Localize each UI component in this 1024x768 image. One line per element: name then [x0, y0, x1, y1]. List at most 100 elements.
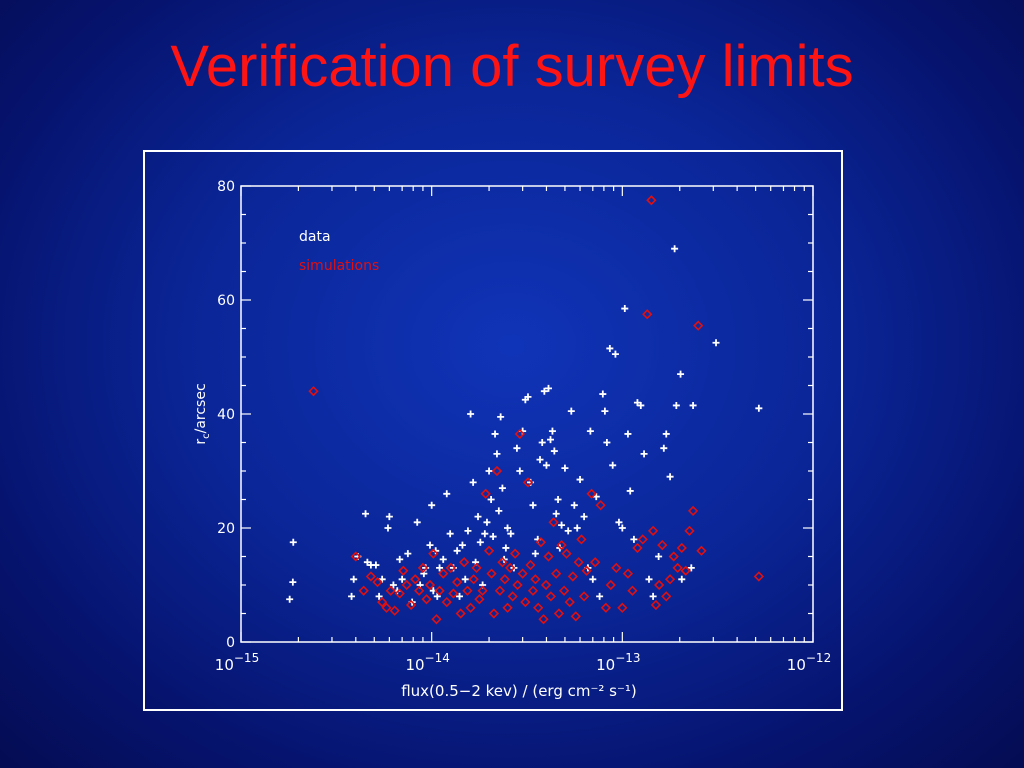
data-point	[504, 524, 512, 532]
simulation-point	[564, 596, 575, 608]
simulation-point	[451, 577, 463, 588]
simulation-point	[477, 585, 488, 596]
data-point	[545, 384, 553, 392]
data-point	[672, 401, 680, 409]
simulation-point	[410, 574, 421, 585]
data-point	[372, 561, 380, 569]
simulation-point	[573, 557, 584, 568]
simulation-point	[365, 571, 377, 582]
simulation-point	[578, 591, 590, 602]
data-point	[626, 487, 634, 495]
simulation-point	[530, 574, 541, 585]
x-axis-label: flux(0.5−2 kev) / (erg cm⁻² s⁻¹)	[401, 682, 637, 700]
simulation-point	[372, 577, 383, 588]
simulation-point	[676, 542, 687, 554]
data-point	[497, 413, 505, 421]
simulation-point	[398, 565, 409, 576]
simulation-point	[527, 585, 539, 596]
data-point	[513, 444, 521, 452]
simulation-point	[424, 579, 436, 591]
simulation-point	[520, 596, 531, 608]
simulation-point	[646, 195, 657, 206]
data-point	[384, 524, 392, 532]
data-point	[596, 592, 604, 600]
series-simulations	[308, 195, 764, 625]
simulation-point	[448, 588, 459, 599]
simulation-point	[570, 611, 581, 622]
x-tick-label: 10−15	[215, 651, 259, 674]
simulation-point	[647, 525, 659, 536]
data-point	[439, 555, 447, 563]
data-point	[350, 575, 358, 583]
simulation-point	[664, 574, 676, 585]
simulation-point	[512, 579, 523, 591]
simulation-point	[668, 551, 679, 562]
data-point	[603, 439, 611, 446]
data-point	[609, 461, 617, 469]
data-point	[476, 538, 484, 546]
simulation-point	[556, 539, 567, 551]
data-point	[458, 541, 466, 549]
simulation-point	[421, 594, 432, 605]
x-tick-label: 10−13	[596, 651, 640, 674]
data-point	[540, 387, 548, 395]
data-point	[489, 533, 497, 541]
simulation-point	[595, 500, 606, 511]
simulation-point	[509, 548, 521, 559]
data-point	[531, 550, 539, 558]
simulation-point	[696, 545, 707, 556]
simulation-point	[381, 602, 392, 613]
simulation-point	[441, 596, 452, 608]
x-tick-label: 10−12	[787, 651, 831, 674]
simulation-point	[561, 548, 572, 559]
data-point	[529, 501, 537, 509]
simulation-point	[545, 591, 557, 602]
data-point	[677, 370, 685, 378]
simulation-point	[684, 525, 695, 536]
data-point	[502, 544, 510, 552]
simulation-point	[474, 594, 485, 605]
data-point	[483, 518, 491, 526]
data-point	[637, 401, 645, 409]
data-point	[630, 535, 638, 543]
simulation-point	[394, 588, 405, 599]
simulation-point	[434, 585, 445, 596]
data-point	[485, 467, 493, 475]
plot-frame: 10−15 10−14 10−13 10−12 0 20 40 60 80 flux(0.5−2 …	[143, 150, 843, 711]
simulation-point	[517, 568, 528, 579]
simulation-point	[389, 605, 400, 616]
simulation-point	[654, 579, 665, 591]
data-point	[624, 430, 632, 438]
data-point	[662, 430, 670, 438]
y-tick-label: 80	[217, 179, 235, 195]
y-tick-label: 40	[217, 407, 235, 423]
simulation-point	[491, 465, 503, 477]
simulation-point	[401, 579, 412, 591]
data-point	[396, 555, 404, 563]
data-point	[615, 518, 623, 526]
scatter-plot: 10−15 10−14 10−13 10−12 0 20 40 60 80 flux(0.5−2 …	[193, 179, 831, 700]
data-point	[655, 553, 663, 560]
data-point	[536, 456, 544, 464]
data-point	[538, 439, 546, 446]
simulation-point	[438, 568, 449, 579]
simulation-point	[417, 562, 429, 574]
simulation-point	[486, 568, 497, 579]
simulation-point	[657, 539, 668, 551]
simulation-point	[627, 585, 638, 596]
data-point	[464, 527, 472, 535]
x-tick-label: 10−14	[405, 651, 449, 674]
data-point	[542, 461, 550, 469]
data-point	[552, 510, 560, 518]
data-point	[649, 592, 657, 600]
data-point	[428, 501, 436, 509]
data-point	[469, 478, 477, 486]
simulation-point	[465, 602, 476, 613]
data-point	[385, 513, 393, 521]
simulation-point	[600, 602, 612, 613]
data-point	[481, 530, 489, 538]
simulation-point	[428, 548, 439, 559]
simulation-point	[605, 579, 616, 591]
simulation-point	[540, 579, 552, 591]
data-point	[495, 507, 503, 515]
